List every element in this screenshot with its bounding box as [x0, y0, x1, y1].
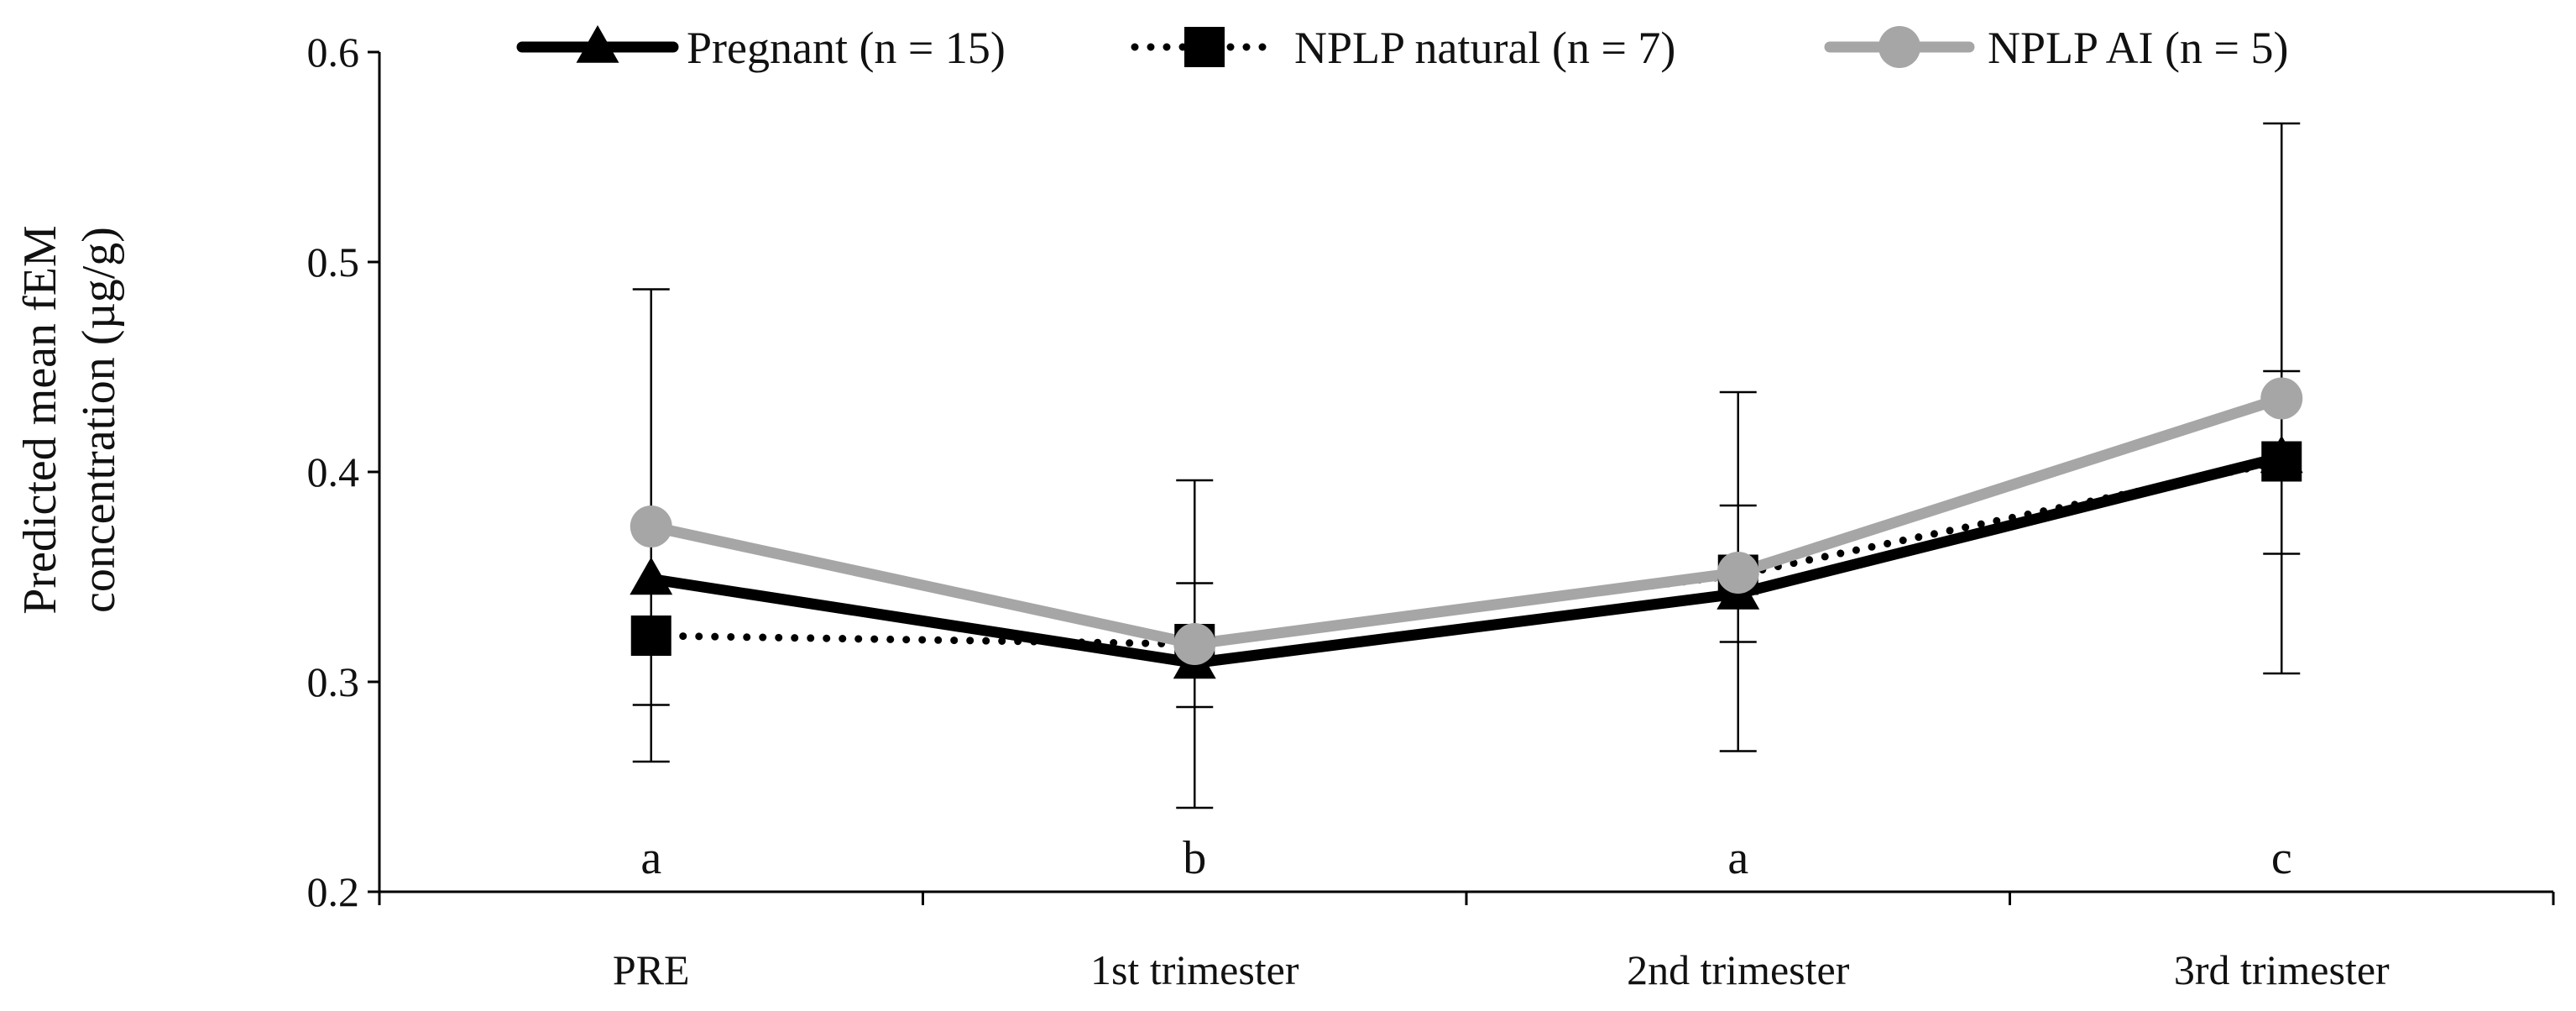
legend-marker-swatch	[1184, 27, 1225, 67]
data-point-marker	[2260, 377, 2303, 420]
significance-letter: c	[2271, 832, 2292, 884]
series-line	[645, 393, 2287, 650]
data-point-marker	[630, 616, 671, 656]
y-tick-label: 0.2	[307, 868, 360, 915]
legend-label: NPLP natural (n = 7)	[1294, 23, 1675, 73]
y-tick-label: 0.6	[307, 29, 360, 76]
y-tick-label: 0.4	[307, 448, 360, 495]
tick-layer: 0.2 0.3 0.4 0.5 0.6 PRE 1st trimester 2nd trime…	[307, 29, 2555, 993]
series-line	[645, 452, 2287, 668]
legend-marker-swatch	[1878, 26, 1920, 68]
error-bars	[632, 122, 2301, 809]
x-tick-label: 3rd trimester	[2174, 946, 2390, 993]
legend-item: Pregnant (n = 15)	[516, 23, 1006, 73]
legend-item: NPLP natural (n = 7)	[1131, 23, 1675, 73]
legend-item: NPLP AI (n = 5)	[1824, 23, 2288, 73]
series-markers	[630, 377, 2303, 679]
axes: Predicted mean fEM concentration (µg/g)	[14, 52, 2553, 893]
series-line	[647, 458, 2286, 648]
y-axis-title-line-1: Predicted mean fEM	[14, 225, 66, 614]
data-point-marker	[630, 506, 672, 547]
data-point-marker	[630, 557, 673, 595]
x-tick-label: 2nd trimester	[1627, 946, 1850, 993]
y-tick-label: 0.5	[307, 238, 360, 285]
y-axis-title-line-2: concentration (µg/g)	[73, 227, 125, 613]
data-point-marker	[1173, 623, 1216, 665]
data-point-marker	[2260, 435, 2303, 474]
series-lines	[645, 393, 2287, 668]
y-tick-label: 0.3	[307, 658, 360, 705]
significance-letter: a	[1727, 832, 1748, 884]
significance-letter: b	[1183, 832, 1206, 884]
significance-letter: a	[640, 832, 661, 884]
x-tick-label: 1st trimester	[1090, 946, 1299, 993]
legend-label: NPLP AI (n = 5)	[1988, 23, 2288, 73]
x-tick-label: PRE	[613, 946, 690, 993]
data-point-marker	[1716, 552, 1759, 594]
legend-marker-swatch	[576, 25, 619, 63]
legend-label: Pregnant (n = 15)	[687, 23, 1006, 73]
legend: Pregnant (n = 15) NPLP natural (n = 7) NPL…	[516, 23, 2288, 73]
